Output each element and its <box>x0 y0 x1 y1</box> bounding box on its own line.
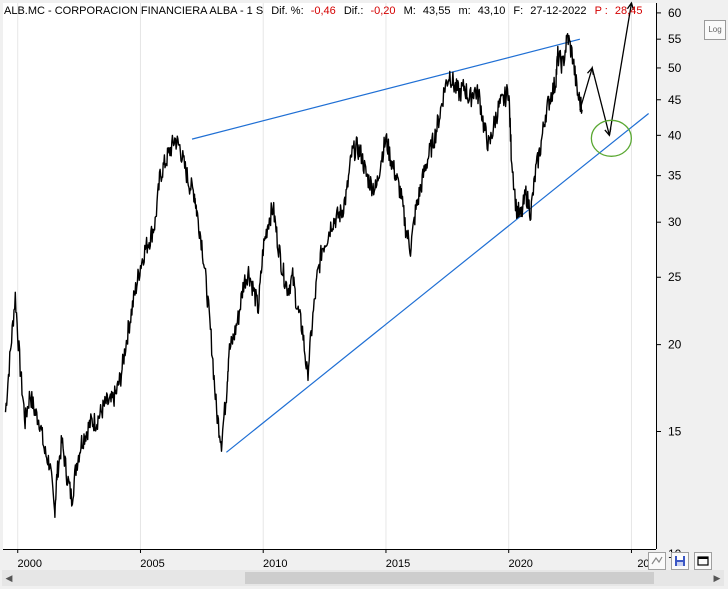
price-value: 28,45 <box>615 5 643 17</box>
scroll-left-button[interactable]: ◀ <box>2 570 16 586</box>
projection-arrowhead-down <box>604 128 612 137</box>
plot-area <box>3 3 656 549</box>
lower-trendline <box>226 113 650 453</box>
trend-button[interactable] <box>648 552 666 570</box>
dif-pct-value: -0,46 <box>311 5 336 17</box>
scroll-right-icon: ▶ <box>713 573 721 583</box>
y-tick-label: 30 <box>668 215 682 229</box>
x-tick-label: 2010 <box>263 558 287 570</box>
trend-icon <box>651 556 663 565</box>
y-tick-label: 25 <box>668 270 682 284</box>
expand-button[interactable] <box>694 552 712 570</box>
y-tick-label: 50 <box>668 61 682 75</box>
scroll-thumb[interactable] <box>245 572 654 584</box>
save-button[interactable] <box>671 552 689 570</box>
min-value: 43,10 <box>478 5 506 17</box>
dif-value: -0,20 <box>370 5 395 17</box>
x-tick-label: 2015 <box>386 558 410 570</box>
max-label: M: <box>404 5 416 17</box>
projection-arrowhead-up <box>587 66 594 75</box>
horizontal-scrollbar[interactable]: ◀ ▶ <box>2 570 724 586</box>
dif-label: Dif.: <box>344 5 364 17</box>
y-tick-label: 15 <box>668 424 682 438</box>
y-tick-label: 20 <box>668 338 682 352</box>
date-value: 27-12-2022 <box>530 5 586 17</box>
projection-arrowhead-target <box>626 1 635 10</box>
min-label: m: <box>459 5 471 17</box>
price-series-line <box>4 33 583 518</box>
scroll-right-button[interactable]: ▶ <box>710 570 724 586</box>
x-tick-label: 2005 <box>140 558 164 570</box>
x-tick-label: 2000 <box>17 558 41 570</box>
y-tick-label: 40 <box>668 128 682 142</box>
expand-icon <box>697 556 709 566</box>
price-label: P : <box>595 5 608 17</box>
y-tick-label: 35 <box>668 169 682 183</box>
header-bar: ALB.MC - CORPORACION FINANCIERA ALBA - 1… <box>4 5 642 17</box>
support-circle <box>590 119 633 157</box>
projection-path <box>579 2 633 136</box>
x-tick-label: 20 <box>637 558 649 570</box>
y-tick-label: 60 <box>668 6 682 20</box>
save-icon <box>675 556 685 566</box>
y-tick-label: 45 <box>668 93 682 107</box>
date-label: F: <box>513 5 523 17</box>
upper-trendline <box>191 38 581 140</box>
log-scale-button[interactable]: Log <box>704 20 726 40</box>
scroll-left-icon: ◀ <box>5 573 13 583</box>
y-tick-label: 55 <box>668 32 682 46</box>
ticker-label: ALB.MC - CORPORACION FINANCIERA ALBA - 1… <box>4 5 263 17</box>
x-tick-label: 2020 <box>508 558 532 570</box>
max-value: 43,55 <box>423 5 451 17</box>
dif-pct-label: Dif. %: <box>271 5 303 17</box>
